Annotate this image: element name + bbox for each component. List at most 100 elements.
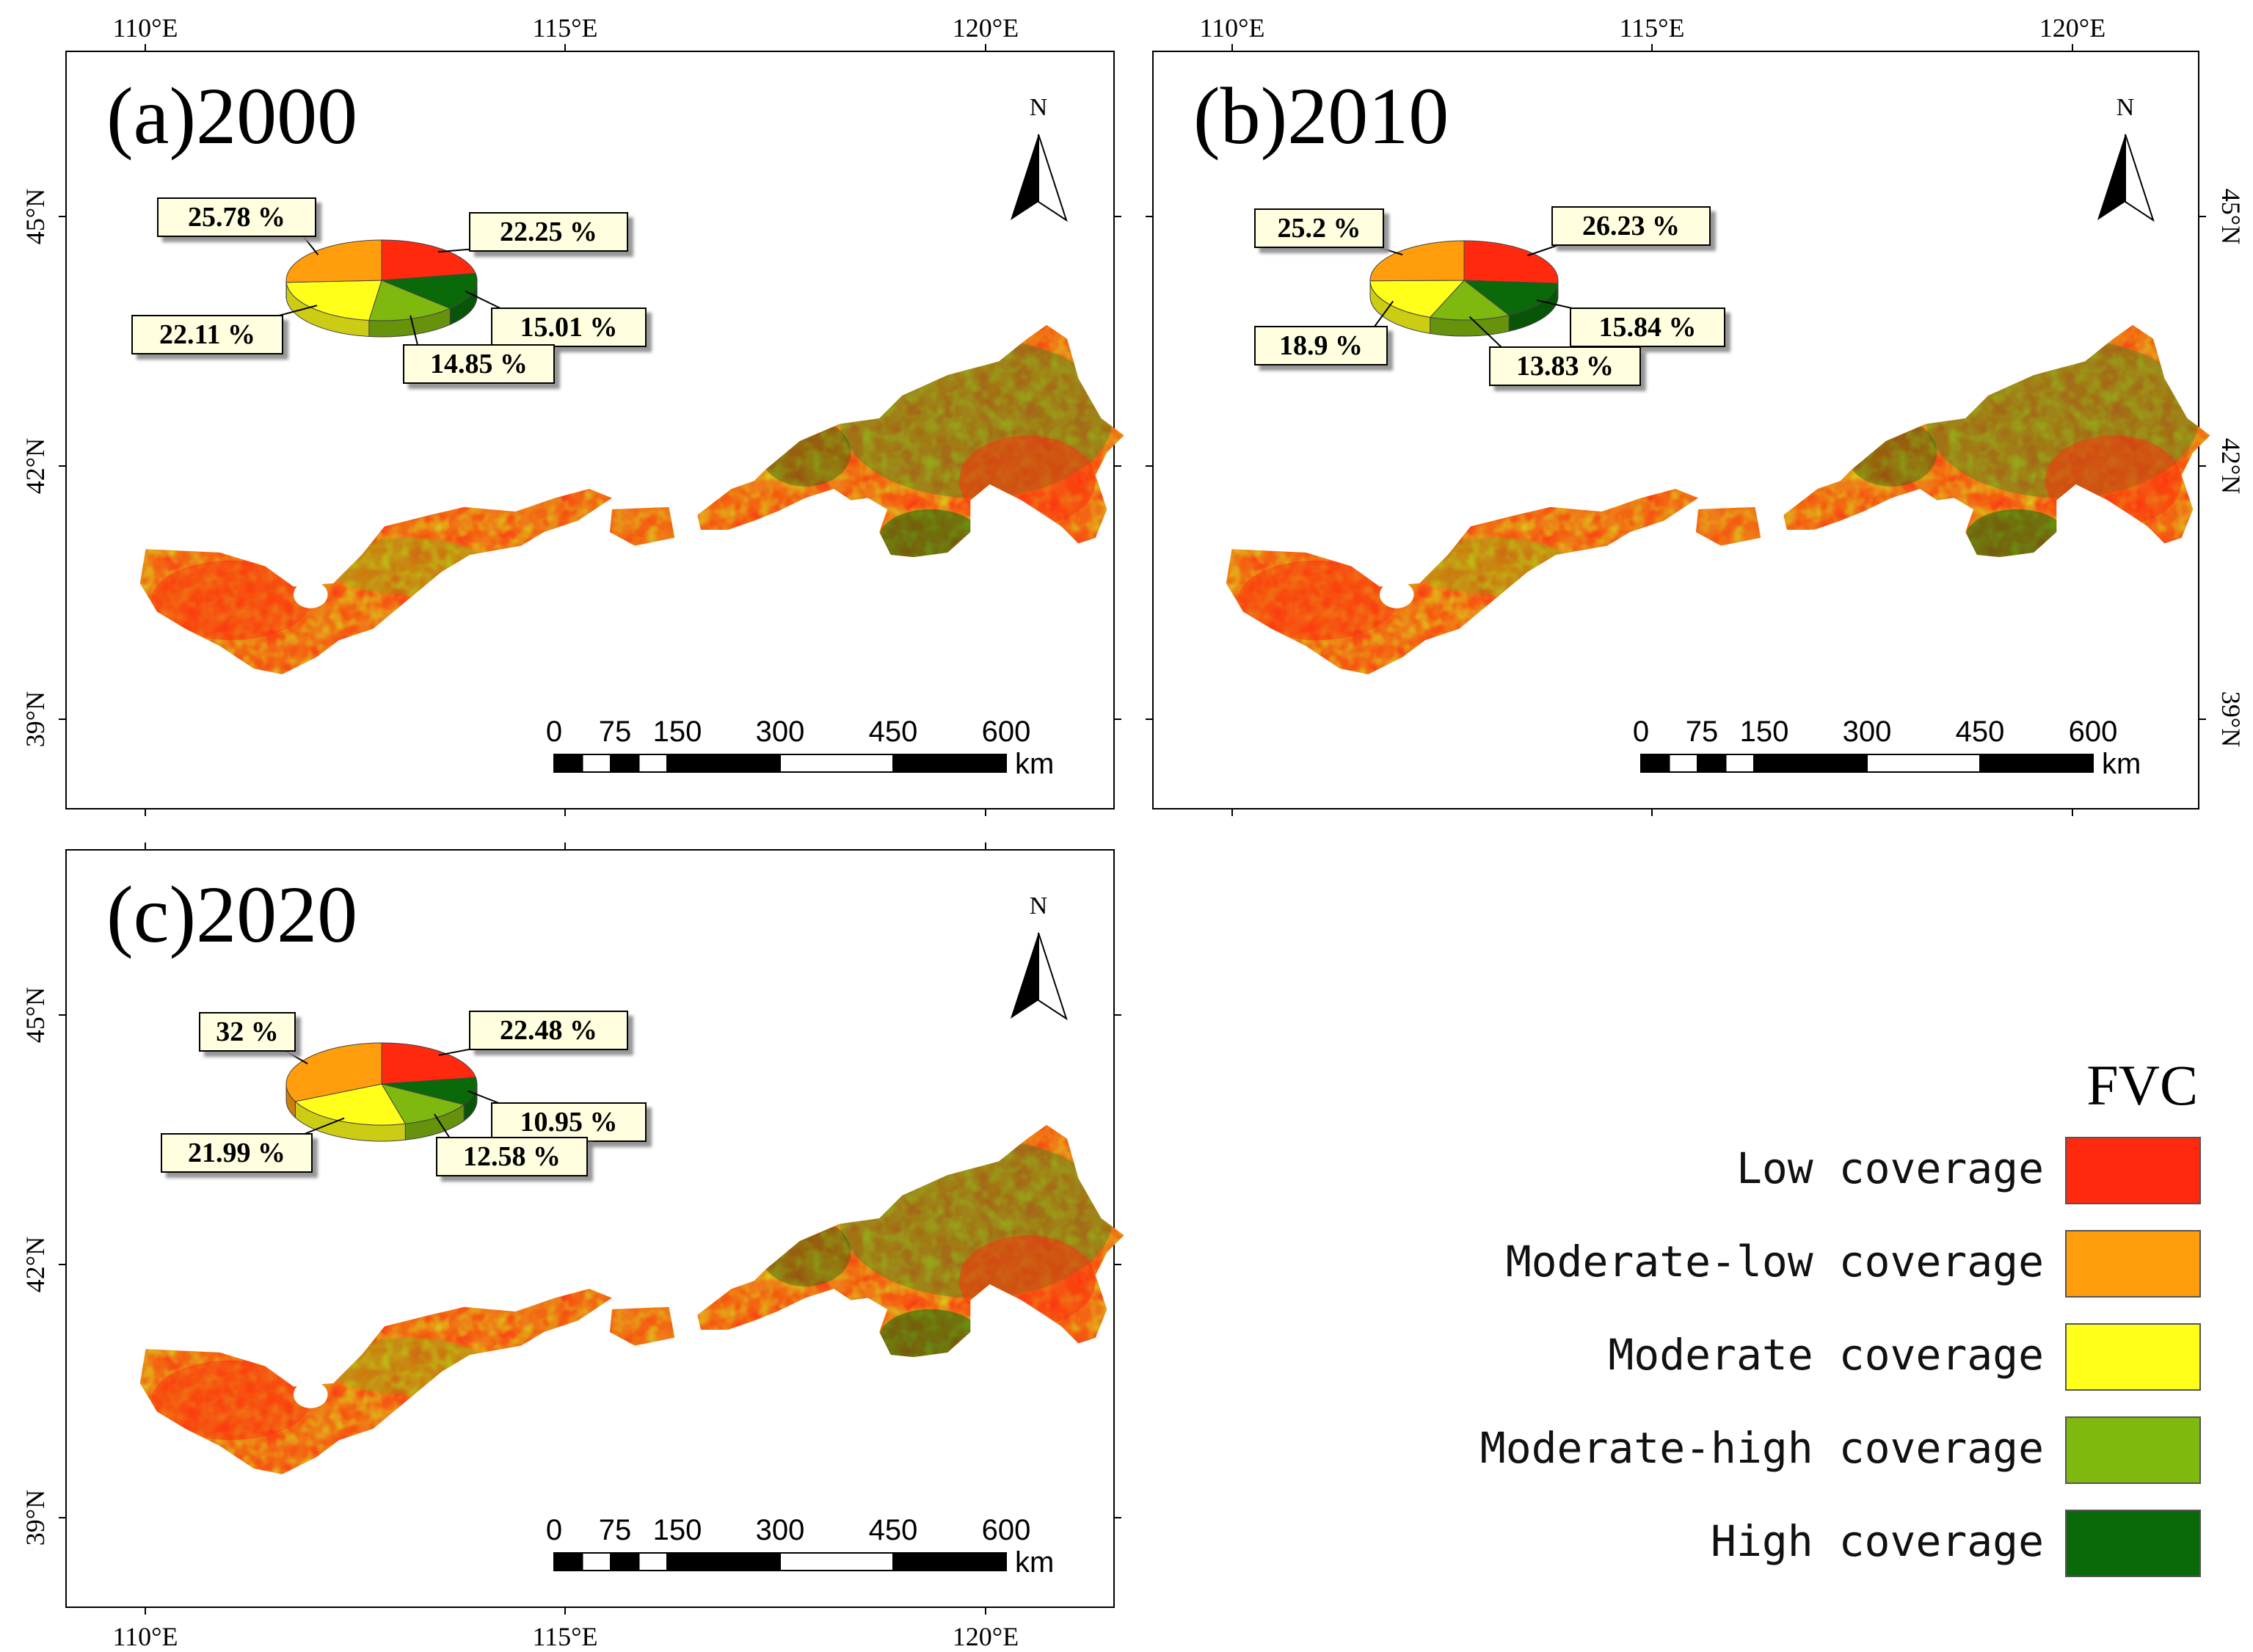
scale-tick-label: 300 <box>756 1514 805 1546</box>
pie-slice <box>294 1083 407 1126</box>
legend-label: Moderate coverage <box>1608 1330 2044 1380</box>
north-arrow-icon: N <box>2097 94 2155 222</box>
pie-percent-label: 10.95 % <box>520 1107 618 1138</box>
legend-item: Low coverage <box>1736 1137 2201 1204</box>
lat-tick-label: 45°N <box>21 189 50 244</box>
graticule: 110°E 115°E 120°E 45°N 42°N 39°N <box>21 13 1121 816</box>
scale-tick-label: 450 <box>1956 716 2005 748</box>
lon-tick-label: 110°E <box>112 13 178 43</box>
scale-tick-label: 75 <box>599 1514 632 1546</box>
scale-tick-label: 0 <box>546 716 562 748</box>
legend-label: Moderate-low coverage <box>1506 1237 2044 1287</box>
lon-tick-label: 120°E <box>2039 13 2105 43</box>
pie-slice <box>285 1042 382 1102</box>
scale-tick-label: 600 <box>982 716 1031 748</box>
pie-slice <box>285 239 382 283</box>
pie-percent-label: 25.78 % <box>188 202 285 233</box>
legend-swatch <box>2065 1230 2201 1298</box>
pie-slice <box>381 239 476 281</box>
scale-tick-label: 450 <box>869 716 918 748</box>
lat-tick-label: 39°N <box>21 1490 50 1546</box>
pie-label: 25.78 % <box>157 197 319 255</box>
lon-tick-label: 110°E <box>1199 13 1264 43</box>
pie-label: 22.11 % <box>131 305 318 354</box>
legend-item: High coverage <box>1711 1510 2201 1577</box>
pie-percent-label: 15.84 % <box>1599 312 1697 343</box>
legend-item: Moderate coverage <box>1608 1323 2201 1391</box>
pie-slice <box>381 273 478 309</box>
pie-percent-label: 12.58 % <box>463 1141 561 1172</box>
pie-percent-label: 22.11 % <box>159 319 255 350</box>
scale-tick-label: 300 <box>1843 716 1892 748</box>
pie-percent-label: 14.85 % <box>430 349 528 379</box>
north-label: N <box>1030 94 1048 121</box>
legend-swatch <box>2065 1510 2201 1577</box>
scale-tick-label: 75 <box>1686 716 1719 748</box>
scale-tick-label: 75 <box>599 716 632 748</box>
panel-title: (c)2020 <box>106 870 357 959</box>
lon-tick-label: 120°E <box>953 1622 1019 1651</box>
legend-swatch <box>2065 1323 2201 1391</box>
pie-label: 15.84 % <box>1536 299 1725 347</box>
scale-tick-label: 150 <box>653 1514 702 1546</box>
legend-label: High coverage <box>1711 1516 2044 1566</box>
scale-tick-label: 600 <box>982 1514 1031 1546</box>
lat-tick-label: 42°N <box>2216 438 2246 494</box>
lat-tick-label: 42°N <box>21 1237 50 1292</box>
fvc-pie-chart <box>285 1042 478 1142</box>
legend-swatch <box>2065 1137 2201 1204</box>
north-label: N <box>1030 892 1048 920</box>
legend-label: Low coverage <box>1736 1143 2044 1193</box>
pie-label: 22.48 % <box>438 1011 628 1056</box>
scale-tick-label: 450 <box>869 1514 918 1546</box>
lat-tick-label: 45°N <box>21 987 50 1043</box>
pie-percent-label: 13.83 % <box>1516 351 1614 382</box>
scale-unit: km <box>2102 748 2141 780</box>
pie-percent-label: 25.2 % <box>1278 213 1361 244</box>
scale-unit: km <box>1015 748 1054 780</box>
pie-label: 21.99 % <box>161 1117 345 1173</box>
pie-label: 12.58 % <box>434 1113 588 1176</box>
legend-swatch <box>2065 1416 2201 1484</box>
scale-tick-label: 150 <box>653 716 702 748</box>
scale-tick-label: 150 <box>1740 716 1789 748</box>
legend-item: Moderate-high coverage <box>1480 1416 2201 1484</box>
legend-item: Moderate-low coverage <box>1506 1230 2201 1298</box>
fvc-legend: FVC Low coverage Moderate-low coverage Mode… <box>1480 1053 2201 1577</box>
pie-slice <box>381 1042 477 1085</box>
scale-unit: km <box>1015 1546 1054 1579</box>
lat-tick-label: 45°N <box>2216 189 2246 244</box>
lon-tick-label: 120°E <box>953 13 1019 43</box>
pie-label: 10.95 % <box>467 1090 647 1142</box>
pie-percent-label: 22.25 % <box>500 216 597 247</box>
fvc-pie-chart <box>1369 240 1559 337</box>
pie-label: 15.01 % <box>465 290 647 347</box>
legend-title: FVC <box>2086 1053 2198 1117</box>
pie-slice <box>1369 280 1466 318</box>
pie-percent-label: 18.9 % <box>1279 330 1363 361</box>
pie-label: 32 % <box>199 1012 308 1065</box>
pie-percent-label: 21.99 % <box>188 1138 285 1168</box>
panel-title: (b)2010 <box>1193 71 1449 161</box>
north-label: N <box>2116 94 2135 121</box>
north-arrow-icon: N <box>1011 892 1068 1021</box>
scale-tick-label: 0 <box>546 1514 562 1546</box>
lon-tick-label: 115°E <box>532 1622 597 1651</box>
pie-percent-label: 32 % <box>216 1016 279 1047</box>
lat-tick-label: 42°N <box>21 438 50 494</box>
scale-tick-label: 600 <box>2069 716 2118 748</box>
scale-tick-label: 0 <box>1633 716 1649 748</box>
scale-tick-label: 300 <box>756 716 805 748</box>
panel-title: (a)2000 <box>106 71 357 161</box>
legend-label: Moderate-high coverage <box>1480 1423 2044 1473</box>
pie-slice <box>380 1083 465 1124</box>
fvc-pie-chart <box>285 239 478 338</box>
pie-label: 22.25 % <box>437 212 628 253</box>
lat-tick-label: 39°N <box>21 691 50 747</box>
